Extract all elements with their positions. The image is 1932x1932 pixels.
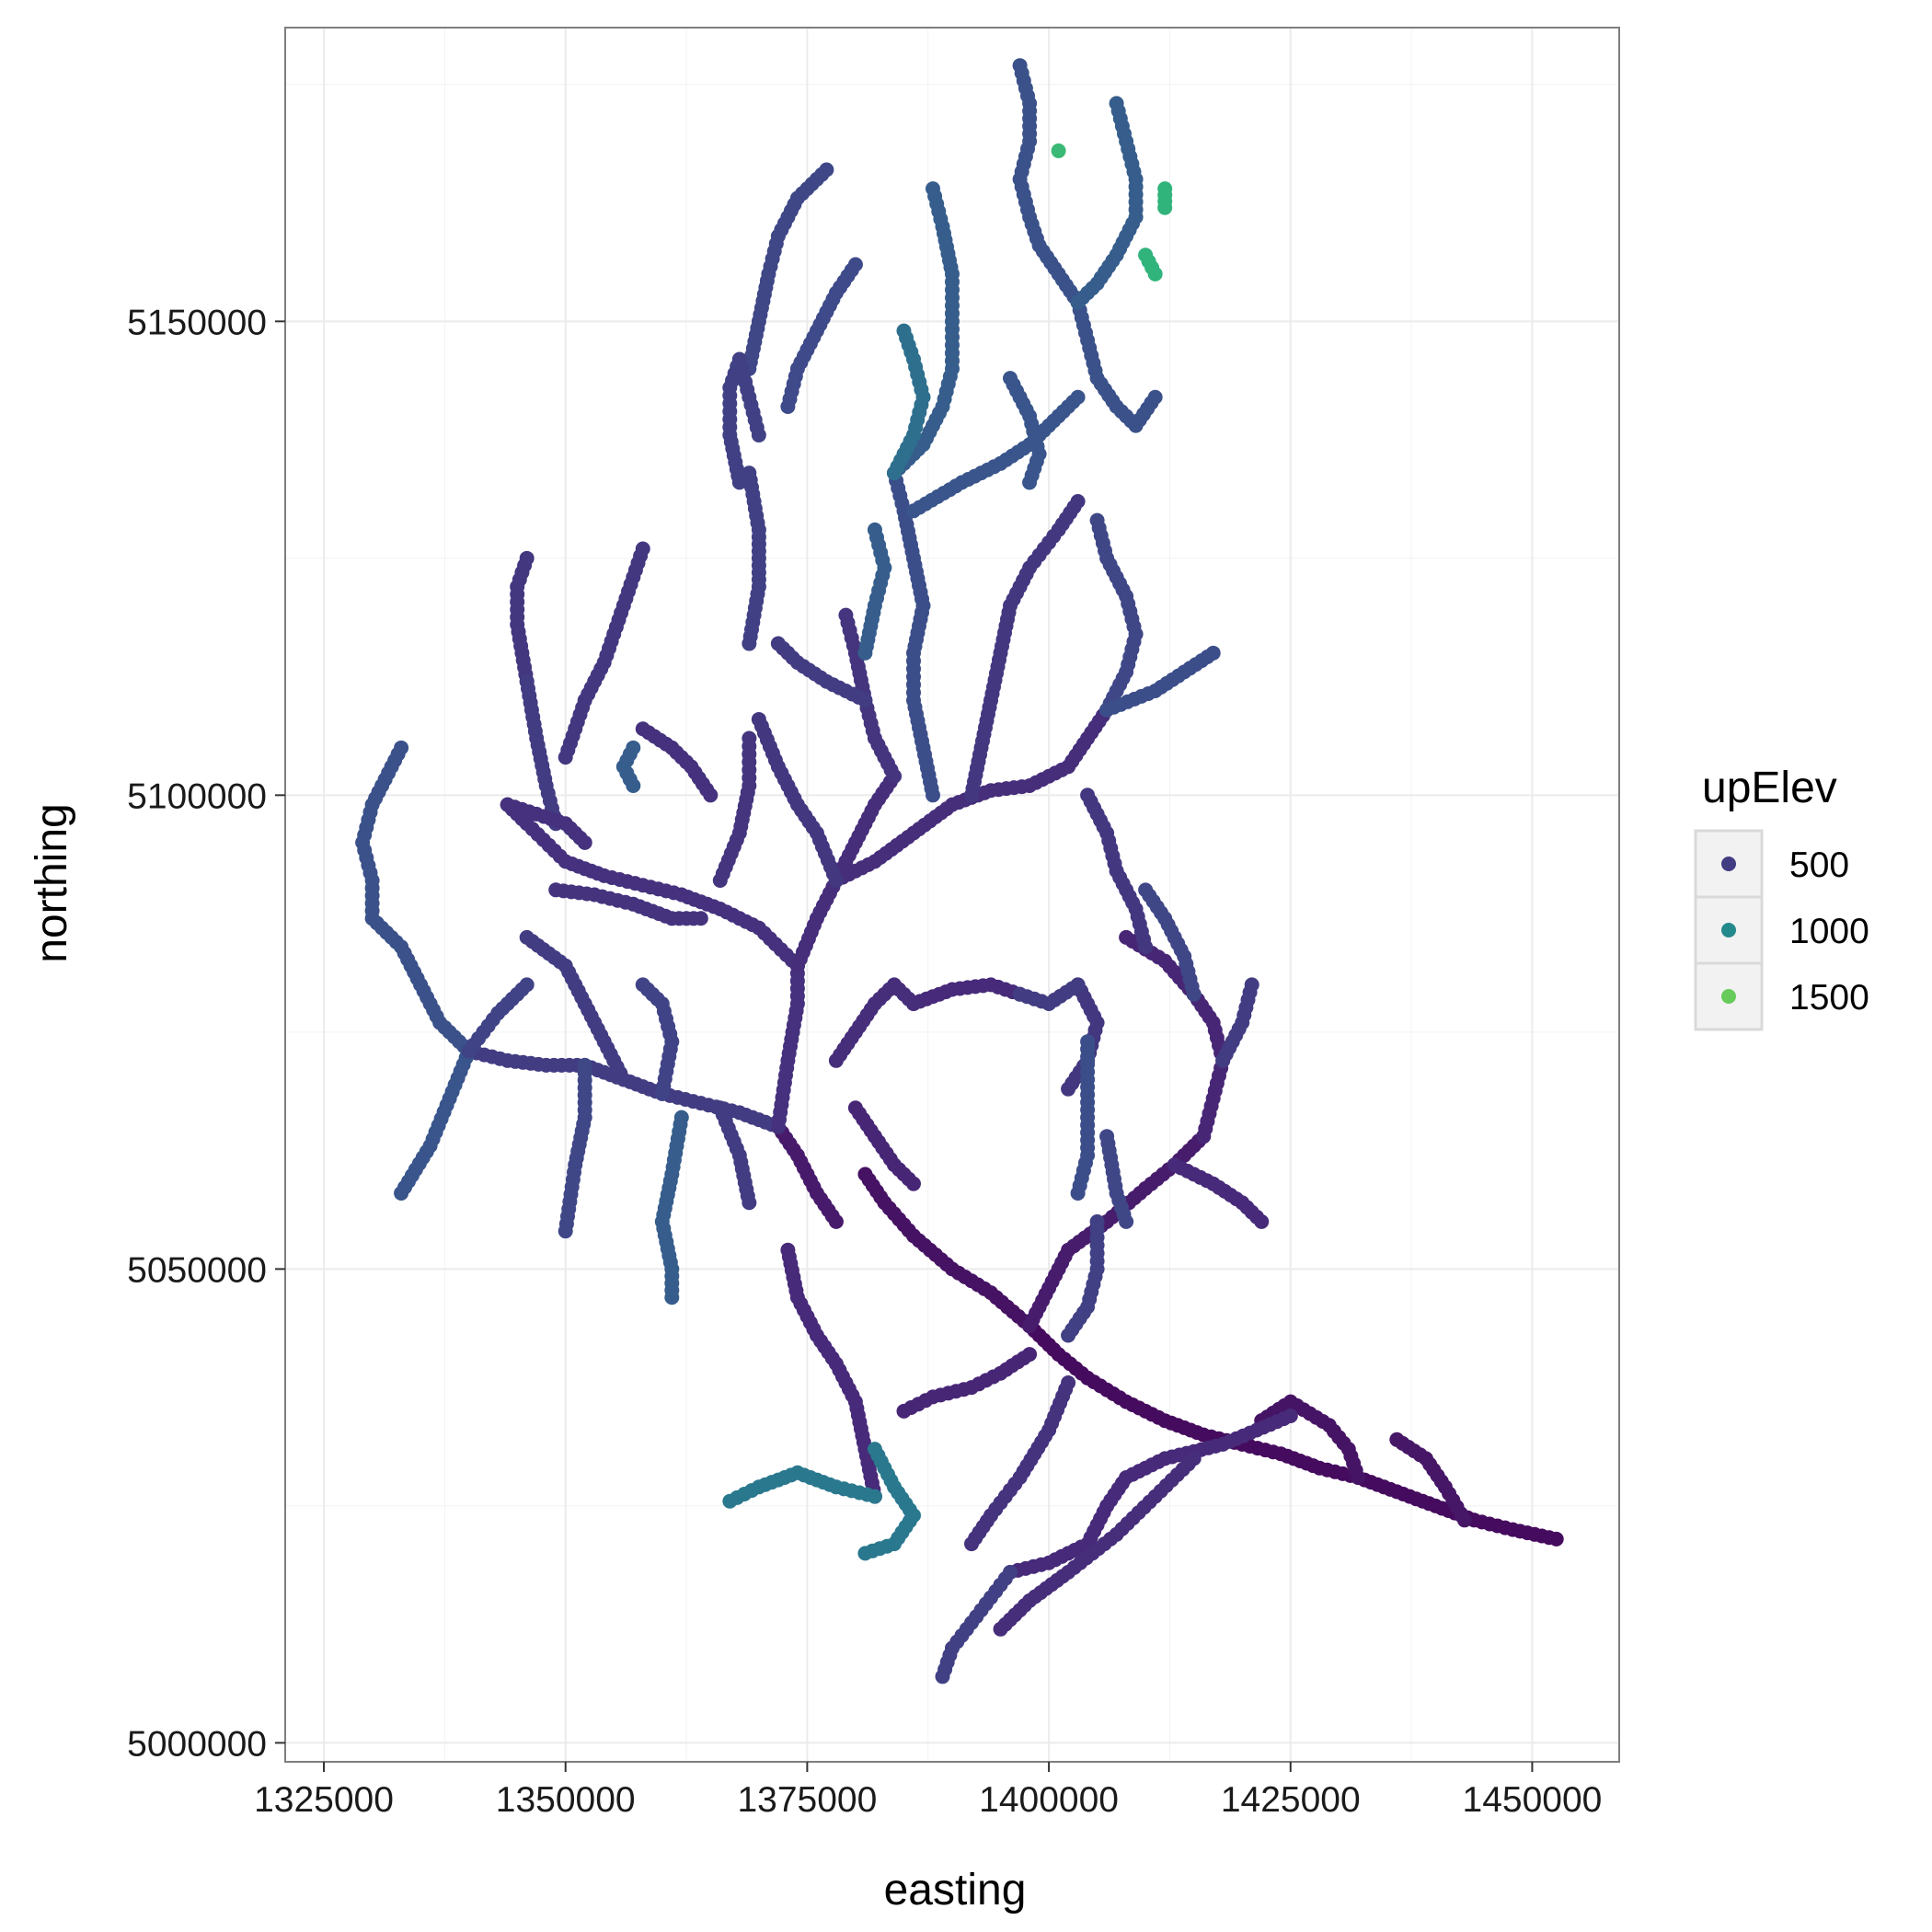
data-point xyxy=(394,740,409,755)
legend-label: 500 xyxy=(1789,845,1849,885)
data-point xyxy=(867,522,882,537)
y-axis: 5000000 5050000 5100000 5150000 xyxy=(127,303,285,1764)
data-point xyxy=(394,1185,409,1201)
data-point xyxy=(993,1621,1008,1637)
data-point xyxy=(1070,389,1086,405)
data-point xyxy=(1254,1213,1270,1229)
data-point xyxy=(577,834,592,850)
legend: upElev 500 1000 1500 xyxy=(1694,764,1869,1031)
data-point xyxy=(819,162,834,178)
data-point xyxy=(751,427,766,443)
x-axis-title: easting xyxy=(884,1866,1027,1915)
data-point xyxy=(1051,143,1066,158)
data-point xyxy=(935,1669,950,1685)
data-point xyxy=(519,977,535,993)
data-point xyxy=(857,1167,873,1182)
data-point xyxy=(925,181,940,197)
data-point xyxy=(1147,266,1163,282)
data-point xyxy=(519,550,535,566)
data-point xyxy=(635,721,650,737)
data-point xyxy=(964,1536,980,1552)
data-point xyxy=(1070,494,1086,510)
data-point xyxy=(519,929,535,945)
x-tick-label: 1375000 xyxy=(737,1780,877,1820)
data-point xyxy=(1061,1081,1076,1097)
data-point xyxy=(742,636,757,651)
points-layer xyxy=(355,58,1564,1685)
x-axis: 1325000 1350000 1375000 1400000 1425000 14500… xyxy=(254,1762,1602,1820)
data-point xyxy=(558,1224,573,1239)
data-point xyxy=(1022,1347,1038,1363)
data-point xyxy=(1389,1432,1405,1447)
y-tick-label: 5000000 xyxy=(127,1724,267,1764)
data-point xyxy=(1061,1328,1076,1343)
y-tick-label: 5050000 xyxy=(127,1250,267,1290)
data-point xyxy=(1070,1185,1086,1201)
legend-swatch xyxy=(1721,923,1736,937)
data-point xyxy=(1022,475,1038,490)
data-point xyxy=(635,977,650,993)
data-point xyxy=(1089,512,1105,528)
data-point xyxy=(1138,939,1154,955)
data-point xyxy=(1244,977,1259,993)
data-point xyxy=(626,740,641,755)
data-point xyxy=(1157,200,1173,215)
data-point xyxy=(664,1290,680,1305)
data-point xyxy=(1147,389,1163,405)
data-point xyxy=(742,1195,757,1211)
data-point xyxy=(751,711,766,727)
data-point xyxy=(905,1176,921,1191)
legend-label: 1000 xyxy=(1789,912,1869,951)
data-point xyxy=(693,911,708,926)
x-tick-label: 1400000 xyxy=(979,1780,1119,1820)
data-point xyxy=(896,323,912,339)
y-axis-title: northing xyxy=(28,803,76,962)
y-tick-label: 5100000 xyxy=(127,776,267,816)
data-point xyxy=(847,257,863,272)
data-point xyxy=(1070,294,1086,310)
data-point xyxy=(1119,929,1134,945)
data-point xyxy=(838,607,854,623)
x-tick-label: 1350000 xyxy=(496,1780,636,1820)
legend-label: 1500 xyxy=(1789,978,1869,1018)
data-point xyxy=(905,995,921,1011)
data-point xyxy=(742,730,757,746)
data-point xyxy=(828,1213,844,1229)
data-point xyxy=(1119,1213,1134,1229)
x-tick-label: 1425000 xyxy=(1221,1780,1361,1820)
x-tick-label: 1325000 xyxy=(254,1780,394,1820)
legend-swatch xyxy=(1721,857,1736,871)
data-point xyxy=(635,541,650,557)
data-point xyxy=(1205,645,1221,661)
data-point xyxy=(770,636,786,651)
legend-title: upElev xyxy=(1702,764,1837,812)
panel-border xyxy=(284,27,1620,1763)
data-point xyxy=(1138,882,1154,898)
data-point xyxy=(722,1493,738,1509)
legend-swatch xyxy=(1721,989,1736,1004)
x-tick-label: 1450000 xyxy=(1463,1780,1603,1820)
y-tick-label: 5150000 xyxy=(127,303,267,342)
data-point xyxy=(857,1546,873,1561)
data-point xyxy=(1070,977,1086,993)
